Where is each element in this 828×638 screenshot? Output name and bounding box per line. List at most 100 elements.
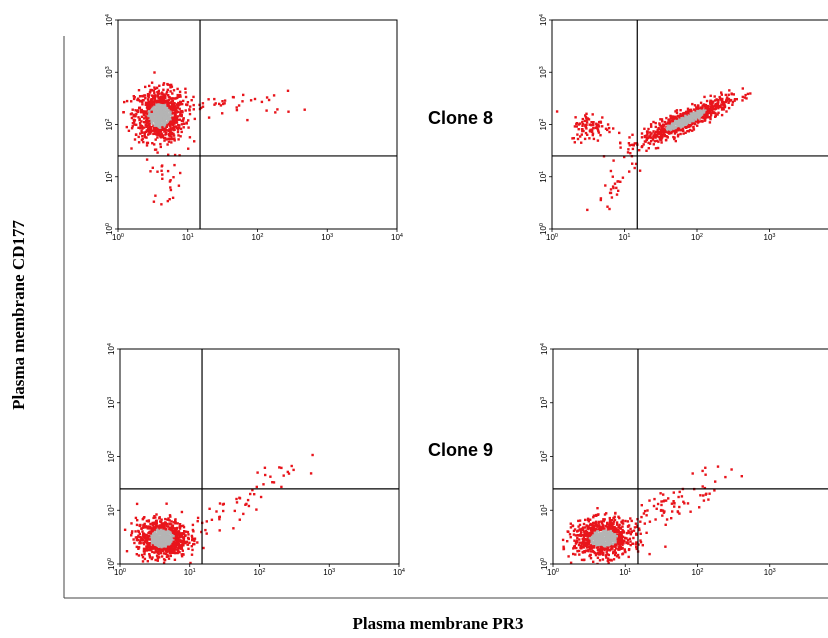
event-dot xyxy=(188,541,191,544)
event-dot xyxy=(154,112,157,115)
event-dot xyxy=(601,523,604,526)
event-dot xyxy=(621,528,624,532)
event-dot xyxy=(147,110,151,113)
event-dot xyxy=(160,169,163,172)
event-dot xyxy=(613,545,616,548)
event-dot xyxy=(579,544,583,547)
event-dot xyxy=(634,543,638,546)
event-dot xyxy=(164,111,167,114)
event-dot xyxy=(595,552,598,555)
event-dot xyxy=(161,100,165,104)
event-dot xyxy=(578,523,582,527)
event-dot xyxy=(156,545,159,548)
event-dot xyxy=(592,524,596,527)
event-dot xyxy=(192,95,195,99)
event-dot xyxy=(650,132,653,135)
event-dot xyxy=(585,119,588,122)
event-dot xyxy=(172,551,175,554)
event-dot xyxy=(141,100,144,103)
event-dot xyxy=(177,110,180,114)
event-dot xyxy=(606,205,609,208)
event-dot xyxy=(218,518,221,521)
event-dot xyxy=(603,542,607,546)
event-dot xyxy=(717,107,720,110)
event-dot xyxy=(130,127,134,130)
event-dot xyxy=(577,543,581,547)
event-dot xyxy=(727,97,731,101)
event-dot xyxy=(715,105,718,109)
event-dot xyxy=(685,124,688,128)
x-tick-label: 100 xyxy=(547,568,559,577)
event-dot xyxy=(612,522,615,525)
event-dot xyxy=(567,555,570,558)
event-dot xyxy=(628,548,631,551)
event-dot xyxy=(166,199,169,203)
event-dot xyxy=(160,537,163,541)
event-dot xyxy=(144,526,147,529)
event-dot xyxy=(147,104,150,107)
event-dot xyxy=(695,106,698,109)
event-dot xyxy=(658,122,661,125)
event-dot xyxy=(646,131,649,135)
event-dot xyxy=(577,549,581,553)
event-dot xyxy=(609,527,612,530)
event-dot xyxy=(259,495,263,499)
event-dot xyxy=(572,552,575,556)
event-dot xyxy=(150,537,154,540)
event-dot xyxy=(701,105,704,109)
event-dot xyxy=(148,84,151,88)
event-dot xyxy=(153,128,156,132)
event-dot xyxy=(175,103,178,106)
event-dot xyxy=(176,543,179,547)
event-dot xyxy=(727,101,730,104)
y-tick-label: 100 xyxy=(540,558,549,570)
event-dot xyxy=(175,125,178,128)
event-dot xyxy=(176,530,179,534)
event-dot xyxy=(153,106,156,109)
event-dot xyxy=(592,121,595,124)
event-dot xyxy=(749,92,752,95)
event-dot xyxy=(222,102,225,106)
event-dot xyxy=(670,502,674,505)
event-dot xyxy=(170,122,174,125)
event-dot xyxy=(223,99,227,102)
event-dot xyxy=(201,102,205,105)
event-dot xyxy=(682,117,685,120)
event-dot xyxy=(131,108,134,111)
event-dot xyxy=(683,502,686,505)
event-dot xyxy=(153,523,156,526)
event-dot xyxy=(629,533,632,536)
event-dot xyxy=(668,118,671,122)
event-dot xyxy=(707,110,710,114)
event-dot xyxy=(673,137,676,141)
event-dot xyxy=(620,520,624,523)
event-dot xyxy=(709,114,713,117)
event-dot xyxy=(169,186,172,189)
event-dot xyxy=(153,539,156,543)
event-dot xyxy=(172,118,175,121)
event-dot xyxy=(140,129,143,133)
event-dot xyxy=(149,120,152,123)
event-dot xyxy=(626,520,630,523)
event-dot xyxy=(701,114,704,117)
event-dot xyxy=(587,527,590,531)
event-dot xyxy=(170,520,173,523)
event-dot xyxy=(591,524,594,528)
event-dot xyxy=(601,525,604,528)
event-dot xyxy=(155,86,159,89)
event-dot xyxy=(590,121,593,124)
event-dot xyxy=(678,490,681,494)
event-dot xyxy=(145,158,149,161)
event-dot xyxy=(612,159,615,162)
event-dot xyxy=(180,540,184,543)
event-dot xyxy=(648,520,652,523)
event-dot xyxy=(600,539,604,542)
event-dot xyxy=(165,530,168,534)
event-dot xyxy=(703,114,706,117)
event-dot xyxy=(585,549,588,552)
event-dot xyxy=(589,533,593,536)
event-dots xyxy=(123,453,314,564)
event-dot xyxy=(141,135,144,138)
event-dots xyxy=(561,465,743,564)
event-dot xyxy=(191,536,194,539)
